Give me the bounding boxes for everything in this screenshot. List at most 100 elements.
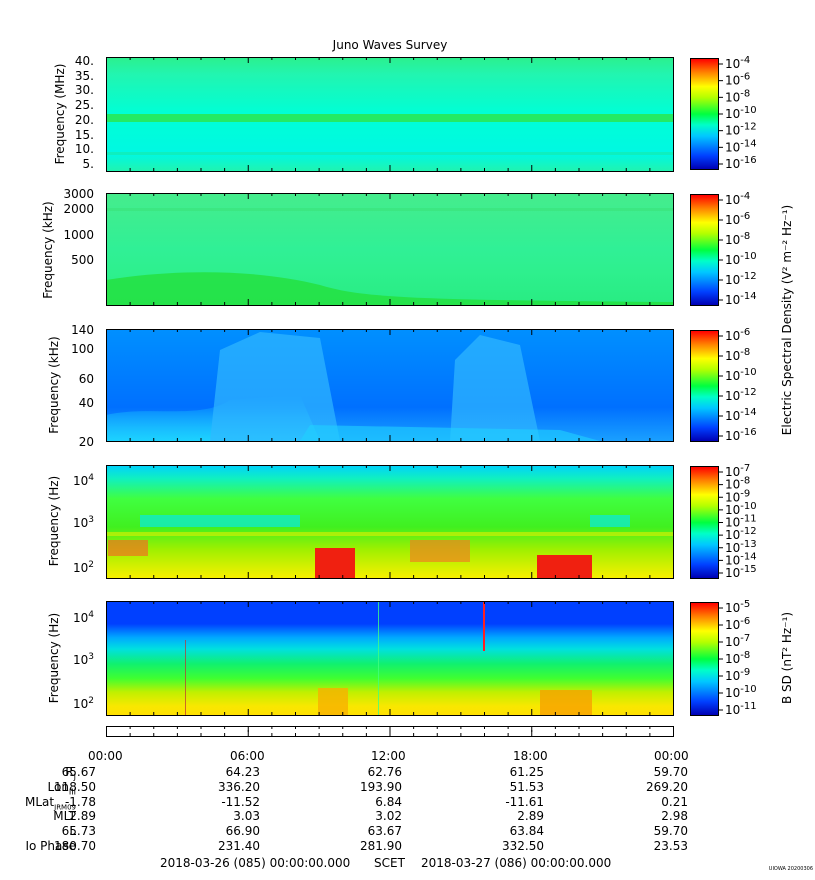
colorbar-tick-label: 10-16: [725, 427, 757, 443]
p2-ytick-label: 1000: [63, 228, 94, 242]
p2-ytick-label: 500: [71, 253, 94, 267]
p1-ytick-label: 10.: [75, 142, 94, 156]
ephemeris-value: -1.78: [64, 795, 96, 809]
colorbar-5: [691, 603, 718, 715]
ephemeris-value: 3.03: [233, 809, 260, 823]
ephemeris-value: 118.50: [54, 780, 96, 794]
colorbar-2: [691, 195, 718, 305]
ephemeris-value: 180.70: [54, 839, 96, 853]
colorbar-3-frame: [690, 330, 719, 442]
footer-scet: SCET: [374, 856, 405, 870]
colorbar-tick-label: 10-6: [725, 72, 750, 88]
colorbar-tick-label: 10-11: [725, 701, 757, 717]
ephemeris-value: 281.90: [360, 839, 402, 853]
ephemeris-value: 59.70: [653, 765, 688, 779]
ephemeris-value: 62.76: [367, 765, 402, 779]
p3-ytick-label: 140: [71, 323, 94, 337]
colorbar-tick-label: 10-10: [725, 684, 757, 700]
colorbar-tick-label: 10-10: [725, 105, 757, 121]
colorbar-tick-label: 10-10: [725, 367, 757, 383]
p4-ytick-10-3: 103: [73, 515, 94, 530]
p3-ytick-label: 20: [79, 435, 94, 449]
p1-ytick-label: 30.: [75, 83, 94, 97]
time-tick-label: 00:00: [88, 749, 123, 763]
ephemeris-value: 0.21: [661, 795, 688, 809]
p1-ylabel: Frequency (MHz): [53, 64, 67, 165]
colorbar-3: [691, 331, 718, 441]
ephemeris-value: 231.40: [218, 839, 260, 853]
ephemeris-value: 61.25: [509, 765, 544, 779]
p3-ytick-label: 100: [71, 342, 94, 356]
ephemeris-value: -11.52: [221, 795, 260, 809]
eph-label-l: L: [69, 824, 76, 838]
colorbar-e-label: Electric Spectral Density (V² m⁻² Hz⁻¹): [780, 205, 794, 435]
colorbar-tick-label: 10-6: [725, 211, 750, 227]
chart-title: Juno Waves Survey: [332, 38, 448, 52]
time-tick-label: 00:00: [654, 749, 689, 763]
ephemeris-value: 332.50: [502, 839, 544, 853]
colorbar-tick-label: 10-8: [725, 347, 750, 363]
ephemeris-value: 63.84: [509, 824, 544, 838]
colorbar-tick-label: 10-6: [725, 327, 750, 343]
ephemeris-value: 59.70: [653, 824, 688, 838]
ephemeris-value: 336.20: [218, 780, 260, 794]
ephemeris-value: 51.53: [509, 780, 544, 794]
colorbar-tick-label: 10-8: [725, 231, 750, 247]
colorbar-tick-label: 10-12: [725, 271, 757, 287]
colorbar-tick-label: 10-4: [725, 55, 750, 71]
ephemeris-value: 2.89: [517, 809, 544, 823]
eph-label-rj: RJ: [65, 765, 76, 782]
colorbar-1: [691, 59, 718, 169]
ephemeris-value: 269.20: [646, 780, 688, 794]
panel-5-spectrogram: [106, 601, 673, 715]
ephemeris-value: 23.53: [653, 839, 688, 853]
footer-end-time: 2018-03-27 (086) 00:00:00.000: [421, 856, 612, 870]
ephemeris-value: -11.61: [505, 795, 544, 809]
colorbar-tick-label: 10-7: [725, 633, 750, 649]
ephemeris-value: 64.23: [225, 765, 260, 779]
eph-label-mlat: MLatJRM09: [25, 795, 76, 812]
p5-ylabel: Frequency (Hz): [47, 613, 61, 704]
colorbar-tick-label: 10-16: [725, 155, 757, 171]
colorbar-tick-label: 10-9: [725, 667, 750, 683]
p2-ytick-label: 2000: [63, 202, 94, 216]
colorbar-2-frame: [690, 194, 719, 306]
colorbar-tick-label: 10-5: [725, 599, 750, 615]
p1-ytick-label: 40.: [75, 54, 94, 68]
p3-ytick-label: 60: [79, 372, 94, 386]
ephemeris-value: 66.90: [225, 824, 260, 838]
eph-label-lon: LonIII: [47, 780, 77, 797]
colorbar-4: [691, 467, 718, 578]
ephemeris-value: 65.73: [61, 824, 96, 838]
colorbar-tick-label: 10-8: [725, 650, 750, 666]
p2-ytick-label: 3000: [63, 187, 94, 201]
p1-ytick-label: 5.: [83, 157, 94, 171]
p5-ytick-10-2: 102: [73, 696, 94, 711]
p2-ylabel: Frequency (kHz): [41, 201, 55, 298]
p1-ytick-label: 25.: [75, 98, 94, 112]
panel-1-spectrogram: [106, 57, 673, 171]
time-tick-label: 12:00: [371, 749, 406, 763]
time-tick-label: 06:00: [230, 749, 265, 763]
colorbar-tick-label: 10-4: [725, 191, 750, 207]
ephemeris-value: 3.02: [375, 809, 402, 823]
p1-ytick-label: 35.: [75, 69, 94, 83]
ephemeris-value: 2.98: [661, 809, 688, 823]
panel-3-spectrogram: [106, 329, 673, 441]
eph-label-mlt: MLT: [53, 809, 76, 823]
p4-ylabel: Frequency (Hz): [47, 476, 61, 567]
ephemeris-value: 2.89: [69, 809, 96, 823]
panel-2-spectrogram: [106, 193, 673, 305]
time-tick-label: 18:00: [513, 749, 548, 763]
colorbar-tick-label: 10-14: [725, 291, 757, 307]
colorbar-tick-label: 10-14: [725, 407, 757, 423]
colorbar-tick-label: 10-12: [725, 122, 757, 138]
colorbar-tick-label: 10-14: [725, 138, 757, 154]
p1-ytick-label: 20.: [75, 113, 94, 127]
p4-ytick-10-2: 102: [73, 560, 94, 575]
footer-start-time: 2018-03-26 (085) 00:00:00.000: [160, 856, 351, 870]
colorbar-tick-label: 10-12: [725, 387, 757, 403]
colorbar-tick-label: 10-6: [725, 616, 750, 632]
